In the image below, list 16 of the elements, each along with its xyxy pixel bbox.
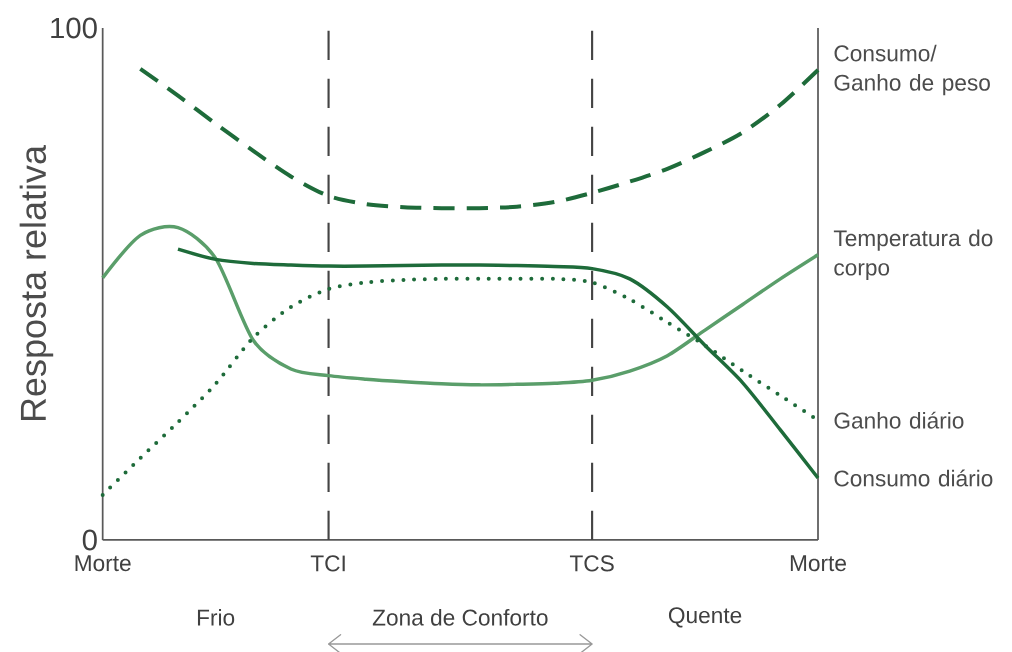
x-tick-label: Morte	[790, 555, 846, 572]
line-series	[100, 224, 820, 387]
text: Frio	[197, 609, 235, 626]
text: Zona de Conforto	[372, 609, 548, 626]
x-tick-label: TCS	[569, 555, 614, 572]
line-series	[138, 66, 820, 211]
series-label: Temperatura do corpo	[833, 229, 993, 281]
y-axis-title: Resposta relativa	[19, 144, 54, 421]
series-label: Consumo/ Ganho de peso	[834, 44, 990, 96]
text: Quente	[668, 607, 742, 628]
x-tick-label: TCI	[310, 555, 345, 572]
y-tick-label: 0	[82, 529, 97, 551]
series-label: Consumo diário	[834, 469, 993, 487]
y-tick-label: 100	[51, 17, 97, 39]
series-label: Ganho diário	[834, 411, 964, 429]
x-tick-label: Morte	[75, 555, 131, 572]
